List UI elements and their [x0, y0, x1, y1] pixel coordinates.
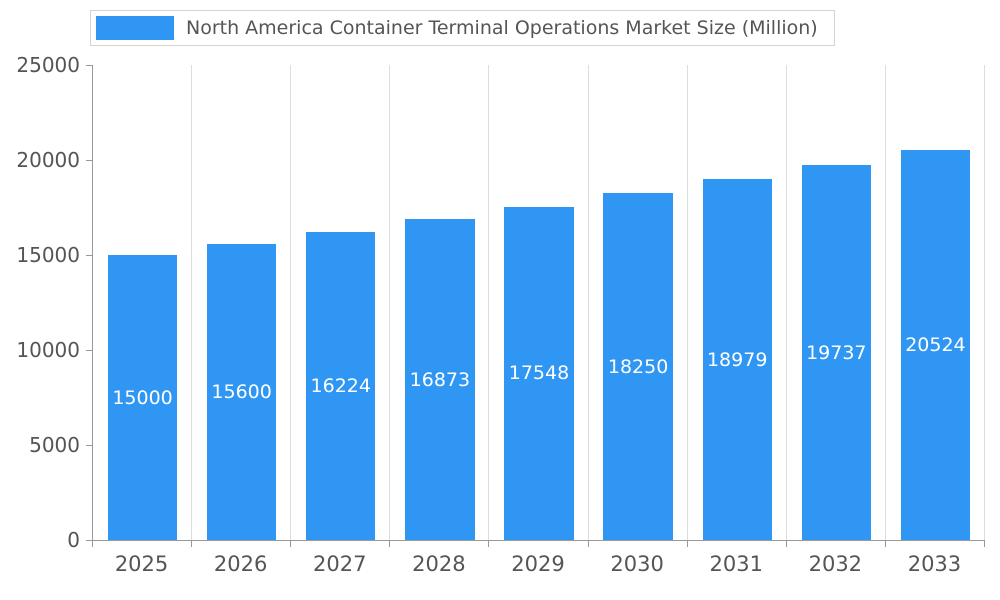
y-axis-tick — [86, 255, 92, 256]
gridline — [587, 65, 589, 540]
x-axis-tick — [191, 541, 193, 547]
chart-title: North America Container Terminal Operati… — [186, 17, 818, 39]
x-axis-label: 2030 — [610, 552, 664, 576]
y-axis-tick — [86, 540, 92, 541]
bar-2027: 16224 — [306, 231, 376, 540]
y-axis-tick — [86, 350, 92, 351]
bar-value-label: 15600 — [211, 380, 272, 403]
bar-2032: 19737 — [801, 165, 871, 540]
y-axis-tick — [86, 65, 92, 66]
x-axis-tick — [290, 541, 292, 547]
bar-cell: 15000 — [93, 65, 192, 540]
x-axis-label: 2033 — [907, 552, 962, 576]
bar-cell: 18979 — [688, 65, 787, 540]
plot-area: 15000 15600 16224 16873 17548 18250 18979 19737… — [92, 65, 985, 541]
bar-value-label: 18250 — [607, 355, 669, 378]
gridline — [686, 65, 688, 540]
bar-value-label: 17548 — [508, 362, 570, 385]
gridline — [488, 65, 490, 540]
x-axis-tick — [488, 541, 490, 547]
x-axis-label: 2027 — [313, 552, 367, 576]
chart-legend[interactable]: North America Container Terminal Operati… — [90, 10, 835, 46]
x-axis-label: 2032 — [808, 552, 863, 576]
bar-2030: 18250 — [603, 193, 673, 540]
gridline — [984, 65, 985, 540]
bar-2026: 15600 — [206, 243, 277, 540]
x-axis-tick — [984, 541, 985, 547]
bar-2028: 16873 — [405, 219, 475, 540]
y-axis-tick — [86, 445, 92, 446]
x-axis-label: 2025 — [114, 552, 169, 576]
bar-cell: 17548 — [489, 65, 588, 540]
gridline — [290, 65, 292, 540]
x-axis-label: 2031 — [709, 552, 763, 576]
x-axis-tick — [587, 541, 589, 547]
bar-2029: 17548 — [504, 206, 574, 540]
bar-value-label: 20524 — [905, 334, 966, 357]
bar-cell: 19737 — [787, 65, 886, 540]
legend-swatch — [96, 16, 174, 40]
x-axis-tick — [785, 541, 787, 547]
bar-2031: 18979 — [702, 179, 772, 540]
bar-value-label: 16873 — [409, 368, 471, 391]
y-axis-label: 5000 — [29, 433, 80, 457]
x-axis-label: 2028 — [412, 552, 466, 576]
x-axis-tick — [92, 541, 93, 547]
y-axis-label: 25000 — [16, 53, 80, 77]
bar-value-label: 15000 — [112, 386, 173, 409]
gridline — [884, 65, 886, 540]
bar-value-label: 19737 — [806, 341, 867, 364]
bar-2025: 15000 — [107, 255, 178, 540]
bar-cell: 15600 — [192, 65, 291, 540]
y-axis-label: 20000 — [16, 148, 80, 172]
gridline — [785, 65, 787, 540]
bar-cell: 20524 — [886, 65, 985, 540]
y-axis-label: 0 — [67, 528, 80, 552]
y-axis-label: 15000 — [16, 243, 80, 267]
x-axis-tick — [389, 541, 391, 547]
x-axis-label: 2026 — [213, 552, 268, 576]
bar-cell: 18250 — [589, 65, 688, 540]
bar-2033: 20524 — [900, 150, 971, 540]
bar-cell: 16224 — [291, 65, 390, 540]
x-axis-tick — [884, 541, 886, 547]
y-axis-tick — [86, 160, 92, 161]
bar-value-label: 18979 — [706, 348, 768, 371]
gridline — [191, 65, 193, 540]
x-axis-tick — [686, 541, 688, 547]
x-axis-label: 2029 — [511, 552, 565, 576]
bar-cell: 16873 — [390, 65, 489, 540]
bar-value-label: 16224 — [310, 374, 371, 397]
gridline — [389, 65, 391, 540]
y-axis-label: 10000 — [16, 338, 80, 362]
